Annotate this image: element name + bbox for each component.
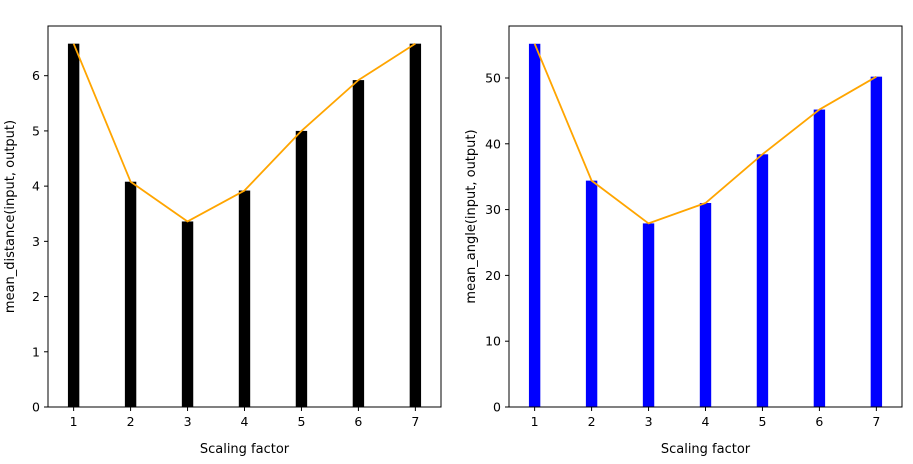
trend-line	[72, 42, 416, 223]
bar-7	[409, 43, 422, 408]
bar-6	[352, 80, 365, 408]
x-tick-label: 4	[241, 414, 249, 429]
x-tick-label: 7	[411, 414, 419, 429]
bar-3	[642, 223, 655, 407]
trend-line	[533, 43, 877, 225]
distance-chart: 1 2 3 4 5 6 7 0 1 2 3 4 5 6 Scaling factor mean_distanc…	[3, 25, 442, 457]
x-tick-label: 4	[702, 414, 710, 429]
bar-5	[756, 154, 769, 407]
y-tick-label: 6	[32, 68, 40, 83]
angle-chart: 1 2 3 4 5 6 7 0 10 20 30 40 50 Scaling factor mean_ang…	[464, 25, 903, 457]
y-tick-label: 2	[32, 289, 40, 304]
x-tick-label: 5	[758, 414, 766, 429]
y-tick-label: 0	[32, 400, 40, 415]
y-tick-label: 5	[32, 123, 40, 138]
y-tick-label: 30	[485, 202, 501, 217]
bar-3	[181, 221, 194, 407]
y-tick-label: 3	[32, 234, 40, 249]
x-tick-label: 6	[354, 414, 362, 429]
bar-2	[124, 181, 137, 407]
x-tick-label: 2	[127, 414, 135, 429]
bar-1	[528, 43, 541, 407]
y-axis-label: mean_distance(input, output)	[3, 120, 18, 313]
y-tick-label: 50	[485, 70, 501, 85]
x-tick-label: 6	[815, 414, 823, 429]
bar-2	[585, 180, 598, 407]
bar-7	[870, 76, 883, 407]
x-tick-label: 2	[588, 414, 596, 429]
y-tick-label: 20	[485, 268, 501, 283]
bar-4	[238, 190, 251, 407]
y-tick-label: 4	[32, 179, 40, 194]
x-tick-label: 1	[70, 414, 78, 429]
x-tick-label: 7	[872, 414, 880, 429]
x-axis-label: Scaling factor	[661, 442, 751, 457]
y-axis-label: mean_angle(input, output)	[464, 129, 479, 303]
bar-4	[699, 203, 712, 407]
bar-1	[67, 43, 80, 408]
x-tick-label: 3	[184, 414, 192, 429]
y-tick-label: 0	[493, 400, 501, 415]
y-tick-label: 10	[485, 334, 501, 349]
bar-6	[813, 109, 826, 407]
x-tick-label: 3	[645, 414, 653, 429]
y-tick-label: 40	[485, 136, 501, 151]
bar-5	[295, 130, 308, 408]
x-tick-label: 1	[531, 414, 539, 429]
x-tick-label: 5	[297, 414, 305, 429]
x-axis-label: Scaling factor	[200, 442, 290, 457]
y-tick-label: 1	[32, 344, 40, 359]
